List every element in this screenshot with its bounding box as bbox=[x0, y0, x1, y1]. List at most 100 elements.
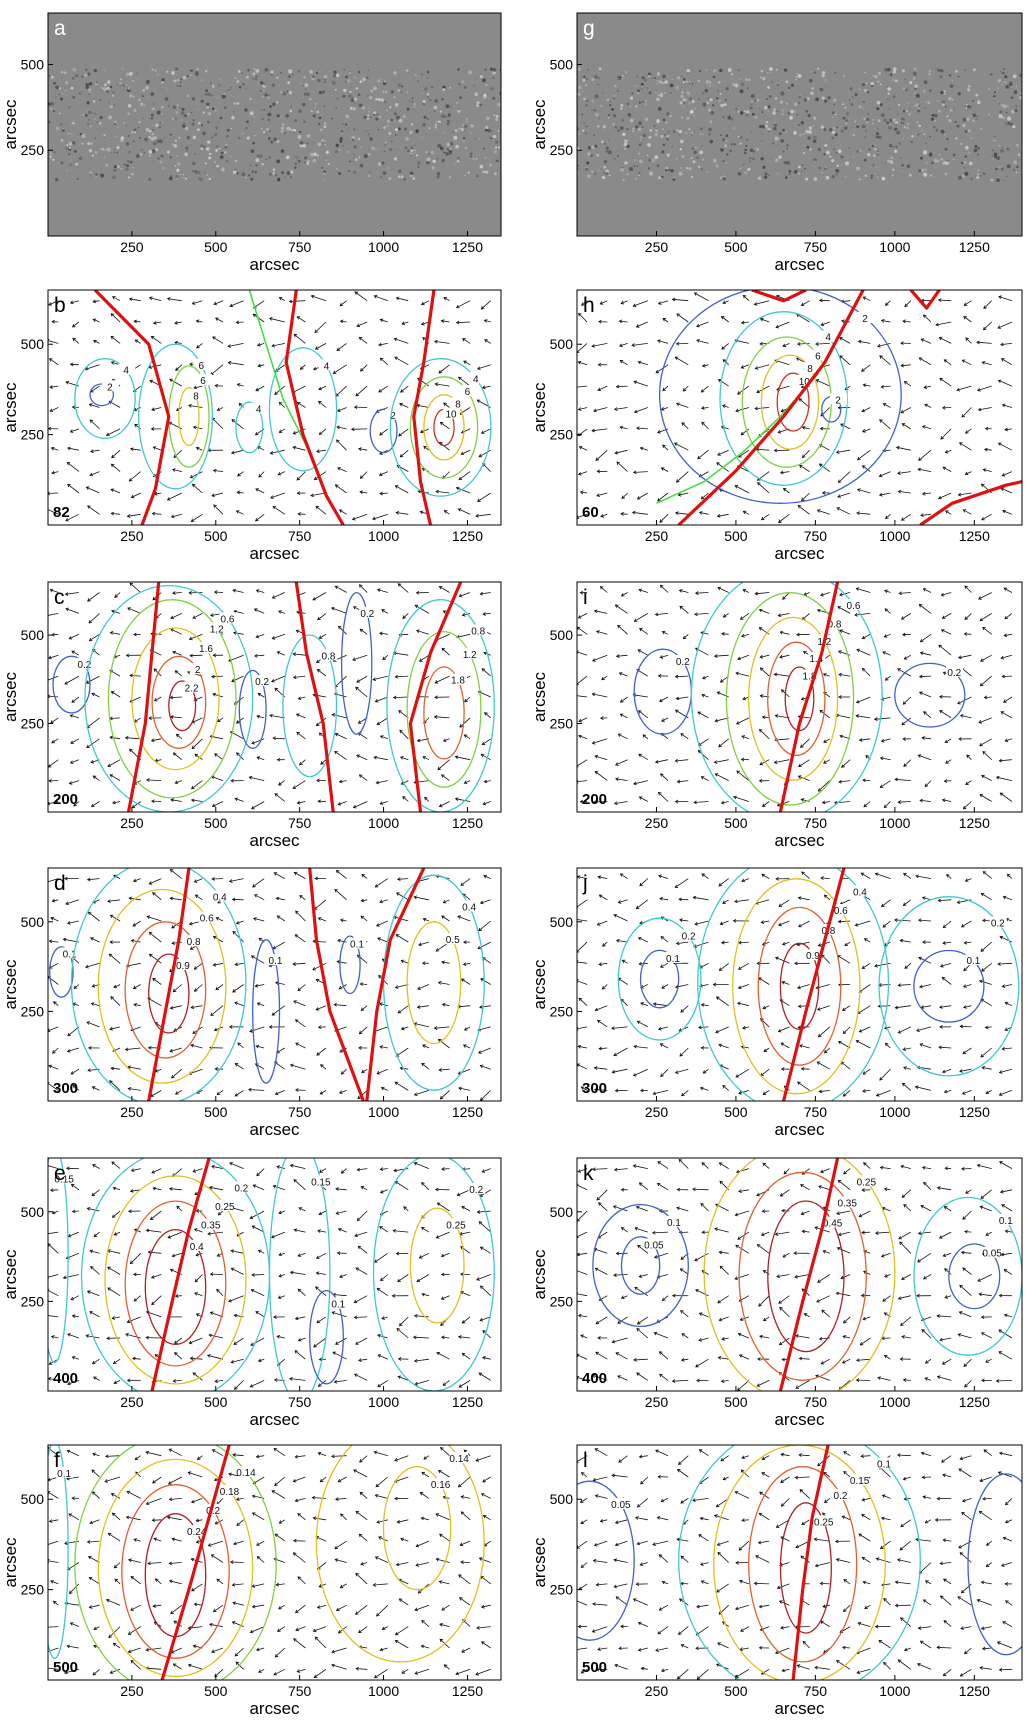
magnetogram-pixel bbox=[351, 96, 354, 99]
magnetogram-pixel bbox=[167, 89, 169, 91]
magnetogram-pixel bbox=[272, 171, 275, 175]
magnetogram-pixel bbox=[490, 67, 493, 71]
y-axis-label: arcsec bbox=[1, 671, 20, 722]
field-arrow bbox=[110, 996, 121, 1006]
magnetogram-pixel bbox=[949, 84, 954, 88]
magnetogram-pixel bbox=[81, 142, 84, 145]
magnetogram-pixel bbox=[205, 147, 210, 151]
field-arrow-head bbox=[166, 497, 171, 501]
field-arrow bbox=[110, 488, 121, 494]
field-arrow bbox=[674, 442, 689, 451]
field-arrow bbox=[414, 896, 429, 901]
field-arrow bbox=[482, 801, 491, 805]
field-arrow-head bbox=[257, 693, 262, 697]
magnetogram-pixel bbox=[858, 105, 862, 109]
field-arrow bbox=[755, 364, 770, 369]
field-arrow bbox=[443, 899, 450, 904]
field-arrow bbox=[420, 428, 430, 433]
magnetogram-pixel bbox=[441, 158, 445, 163]
y-tick-label: 250 bbox=[21, 427, 45, 443]
field-arrow-head bbox=[355, 1666, 359, 1671]
field-arrow bbox=[296, 732, 306, 740]
field-arrow bbox=[396, 1328, 409, 1339]
magnetogram-pixel bbox=[760, 70, 763, 73]
field-arrow bbox=[67, 1026, 80, 1037]
magnetogram-pixel bbox=[866, 152, 871, 157]
field-arrow bbox=[250, 1337, 265, 1346]
field-arrow-head bbox=[150, 335, 155, 340]
magnetogram-pixel bbox=[633, 165, 636, 167]
field-arrow bbox=[85, 364, 100, 370]
field-arrow-head bbox=[69, 429, 74, 433]
field-arrow-head bbox=[86, 1207, 91, 1211]
field-arrow bbox=[53, 1001, 59, 1007]
field-arrow-head bbox=[62, 937, 67, 942]
field-arrow-head bbox=[208, 1185, 213, 1190]
magnetogram-pixel bbox=[194, 71, 199, 76]
field-arrow-head bbox=[393, 1168, 397, 1173]
magnetogram-pixel bbox=[304, 156, 308, 160]
field-arrow-head bbox=[820, 322, 825, 327]
field-arrow-head bbox=[334, 585, 339, 589]
magnetogram-pixel bbox=[654, 90, 658, 94]
field-arrow-head bbox=[294, 1454, 299, 1459]
magnetogram-pixel bbox=[761, 133, 764, 135]
field-arrow bbox=[317, 1604, 327, 1608]
magnetogram-pixel bbox=[901, 164, 904, 167]
field-arrow-head bbox=[207, 1231, 211, 1236]
field-arrow bbox=[233, 632, 244, 635]
magnetogram-pixel bbox=[142, 117, 144, 119]
magnetogram-pixel bbox=[126, 124, 128, 127]
field-arrow-head bbox=[413, 1161, 418, 1166]
magnetogram-pixel bbox=[957, 75, 960, 78]
field-arrow-head bbox=[835, 450, 840, 454]
magnetogram-pixel bbox=[604, 143, 606, 145]
field-arrow-head bbox=[152, 978, 156, 982]
field-arrow bbox=[270, 492, 285, 499]
field-arrow-head bbox=[214, 1379, 219, 1384]
field-arrow bbox=[127, 607, 141, 614]
magnetogram-pixel bbox=[975, 118, 978, 120]
field-arrow-head bbox=[720, 316, 725, 320]
magnetogram-pixel bbox=[617, 129, 620, 132]
magnetogram-pixel bbox=[189, 68, 193, 72]
field-arrow-head bbox=[277, 1295, 282, 1299]
magnetogram-pixel bbox=[108, 115, 112, 120]
magnetogram-pixel bbox=[704, 89, 708, 93]
field-arrow-head bbox=[172, 1663, 177, 1667]
field-arrow-head bbox=[982, 468, 987, 472]
field-arrow bbox=[276, 1166, 285, 1169]
field-arrow bbox=[400, 385, 409, 393]
magnetogram-pixel bbox=[316, 154, 319, 157]
magnetogram-pixel bbox=[264, 93, 268, 97]
magnetogram-pixel bbox=[578, 85, 582, 89]
field-arrow-head bbox=[190, 1043, 195, 1048]
magnetogram-pixel bbox=[215, 126, 218, 130]
magnetogram-pixel bbox=[719, 68, 723, 73]
field-arrow-head bbox=[213, 1027, 218, 1032]
magnetogram-pixel bbox=[495, 114, 499, 118]
field-arrow bbox=[904, 381, 912, 387]
field-arrow bbox=[92, 1491, 100, 1499]
magnetogram-pixel bbox=[827, 96, 831, 100]
field-arrow-head bbox=[376, 721, 381, 726]
magnetogram-pixel bbox=[255, 69, 260, 73]
contour-label: 0.2 bbox=[360, 609, 374, 620]
field-arrow bbox=[111, 1161, 121, 1169]
magnetogram-pixel bbox=[209, 82, 212, 84]
field-arrow-head bbox=[615, 384, 620, 389]
field-arrow-head bbox=[215, 317, 219, 321]
field-arrow-head bbox=[269, 451, 274, 455]
contour-line bbox=[235, 401, 264, 454]
field-arrow-head bbox=[107, 763, 112, 767]
magnetogram-pixel bbox=[53, 81, 56, 85]
magnetogram-pixel bbox=[914, 103, 919, 108]
field-arrow-head bbox=[420, 1516, 425, 1521]
magnetogram-pixel bbox=[993, 152, 998, 157]
field-arrow-head bbox=[92, 299, 97, 304]
field-arrow bbox=[355, 1511, 368, 1521]
magnetogram-pixel bbox=[380, 176, 382, 178]
field-arrow bbox=[211, 492, 224, 497]
magnetogram-pixel bbox=[765, 120, 769, 124]
magnetogram-pixel bbox=[102, 87, 107, 91]
